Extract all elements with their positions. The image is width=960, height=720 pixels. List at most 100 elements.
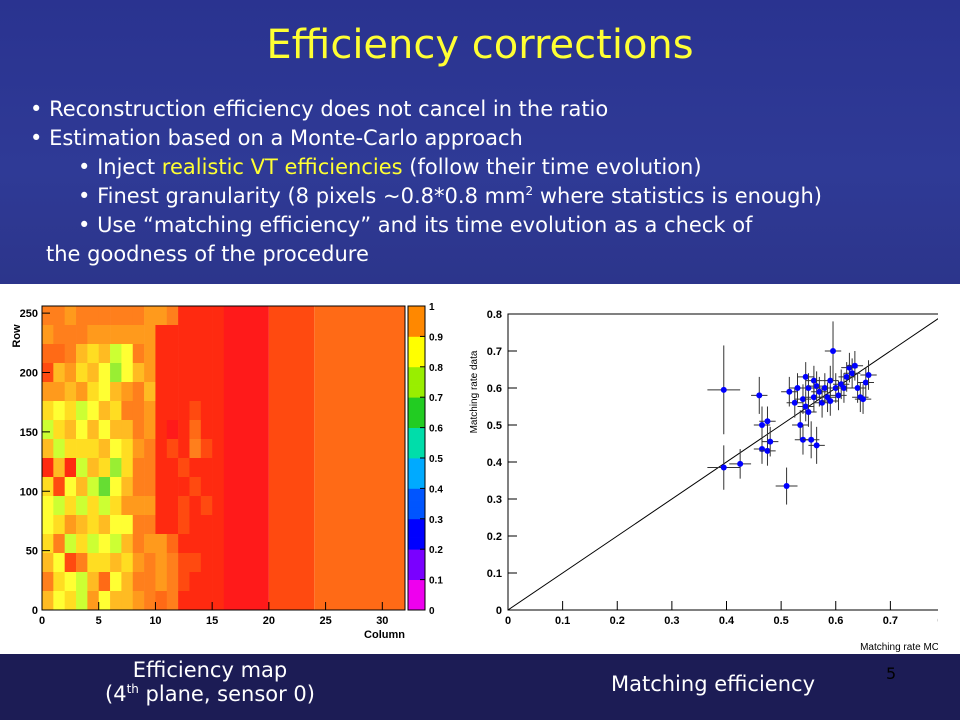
heatmap-cell [121,401,134,421]
heatmap-cell [64,477,77,497]
heatmap-cell [132,553,145,573]
heatmap-cell [144,420,156,440]
data-point [720,464,727,471]
heatmap-x-tick-label: 10 [149,615,161,627]
heatmap-cell [87,439,100,459]
data-point [783,483,790,490]
heatmap-cell [87,401,100,421]
heatmap-cell [76,363,88,383]
data-point [862,379,869,386]
colorbar-tick-label: 0.2 [429,545,443,556]
heatmap-cell [155,553,168,573]
heatmap-cell [110,591,122,611]
colorbar-segment [408,427,425,435]
heatmap-cell [189,363,202,383]
heatmap-cell [87,458,100,478]
heatmap-cell [87,591,100,611]
data-point [849,370,856,377]
colorbar-segment [408,366,425,374]
heatmap-cell [87,515,100,535]
heatmap-cell [42,591,54,611]
heatmap-cell [121,363,134,383]
heatmap-cell [166,515,179,535]
colorbar-segment [408,403,425,410]
heatmap-cell [178,553,190,573]
heatmap-cell [200,344,213,364]
heatmap-cell [110,515,122,535]
heatmap-cell [166,382,179,402]
heatmap-cell [178,325,190,345]
colorbar-segment [408,573,425,580]
heatmap-cell [166,325,179,345]
heatmap-cell [87,496,100,516]
scatter-y-tick-label: 0.7 [487,346,502,358]
heatmap-cell [155,534,168,554]
heatmap-cell [64,439,77,459]
data-point [794,385,801,391]
heatmap-cell [144,515,156,535]
slide-footer: Efficiency map (4th plane, sensor 0) Mat… [0,654,960,720]
heatmap-cell [53,401,65,421]
heatmap-cell [98,344,111,364]
heatmap-cell [76,515,88,535]
sub-bullet-2-sup: 2 [525,184,534,198]
heatmap-cell [144,534,156,554]
heatmap-cell [87,572,100,592]
heatmap-cell [76,496,88,516]
scatter-x-tick-label: 0.2 [610,615,625,627]
scatter-x-tick-label: 0.6 [828,615,843,627]
heatmap-cell [189,420,202,440]
scatter-x-tick-label: 0.1 [555,615,570,627]
heatmap-cell [155,458,168,478]
heatmap-cell [189,325,202,345]
scatter-y-tick-label: 0.3 [487,494,502,506]
data-point [840,385,847,391]
colorbar-segment [408,543,425,550]
heatmap-cell [53,534,65,554]
scatter-y-tick-label: 0.5 [487,420,502,432]
heatmap-cell [53,363,65,383]
heatmap-cell [144,382,156,402]
heatmap-cell [98,515,111,535]
colorbar-segment [408,488,425,495]
colorbar-segment [408,330,425,337]
scatter-x-tick-label: 0.8 [937,615,938,627]
reference-line [507,318,938,611]
scatter-x-tick-label: 0.4 [719,615,735,627]
heatmap-cell [42,534,54,554]
heatmap-cell [121,553,134,573]
heatmap-cell [64,306,77,326]
heatmap-cell [64,534,77,554]
heatmap-cell [155,344,168,364]
page-number: 5 [886,664,897,683]
colorbar-segment [408,591,425,599]
heatmap-cell [212,477,224,497]
heatmap-cell [144,496,156,516]
heatmap-cell [132,477,145,497]
heatmap-column-block [314,306,405,610]
heatmap-cell [53,496,65,516]
heatmap-cell [212,344,224,364]
heatmap-cell [144,553,156,573]
data-point [827,397,834,404]
heatmap-cell [132,534,145,554]
data-point [797,422,804,428]
bullet-1: • Reconstruction efficiency does not can… [30,97,609,121]
colorbar-segment [408,385,425,392]
heatmap-cell [200,477,213,497]
data-point [843,373,850,380]
data-point [813,442,820,449]
heatmap-cell [144,363,156,383]
heatmap-cell [121,534,134,554]
colorbar-segment [408,494,425,501]
colorbar-segment [408,318,425,325]
data-point [799,436,806,443]
heatmap-cell [189,306,202,326]
heatmap-cell [189,344,202,364]
caption-matching-efficiency: Matching efficiency [610,672,816,696]
heatmap-cell [76,534,88,554]
heatmap-cell [155,401,168,421]
data-point [802,373,809,380]
scatter-x-tick-label: 0.7 [883,615,898,627]
heatmap-cell [144,477,156,497]
